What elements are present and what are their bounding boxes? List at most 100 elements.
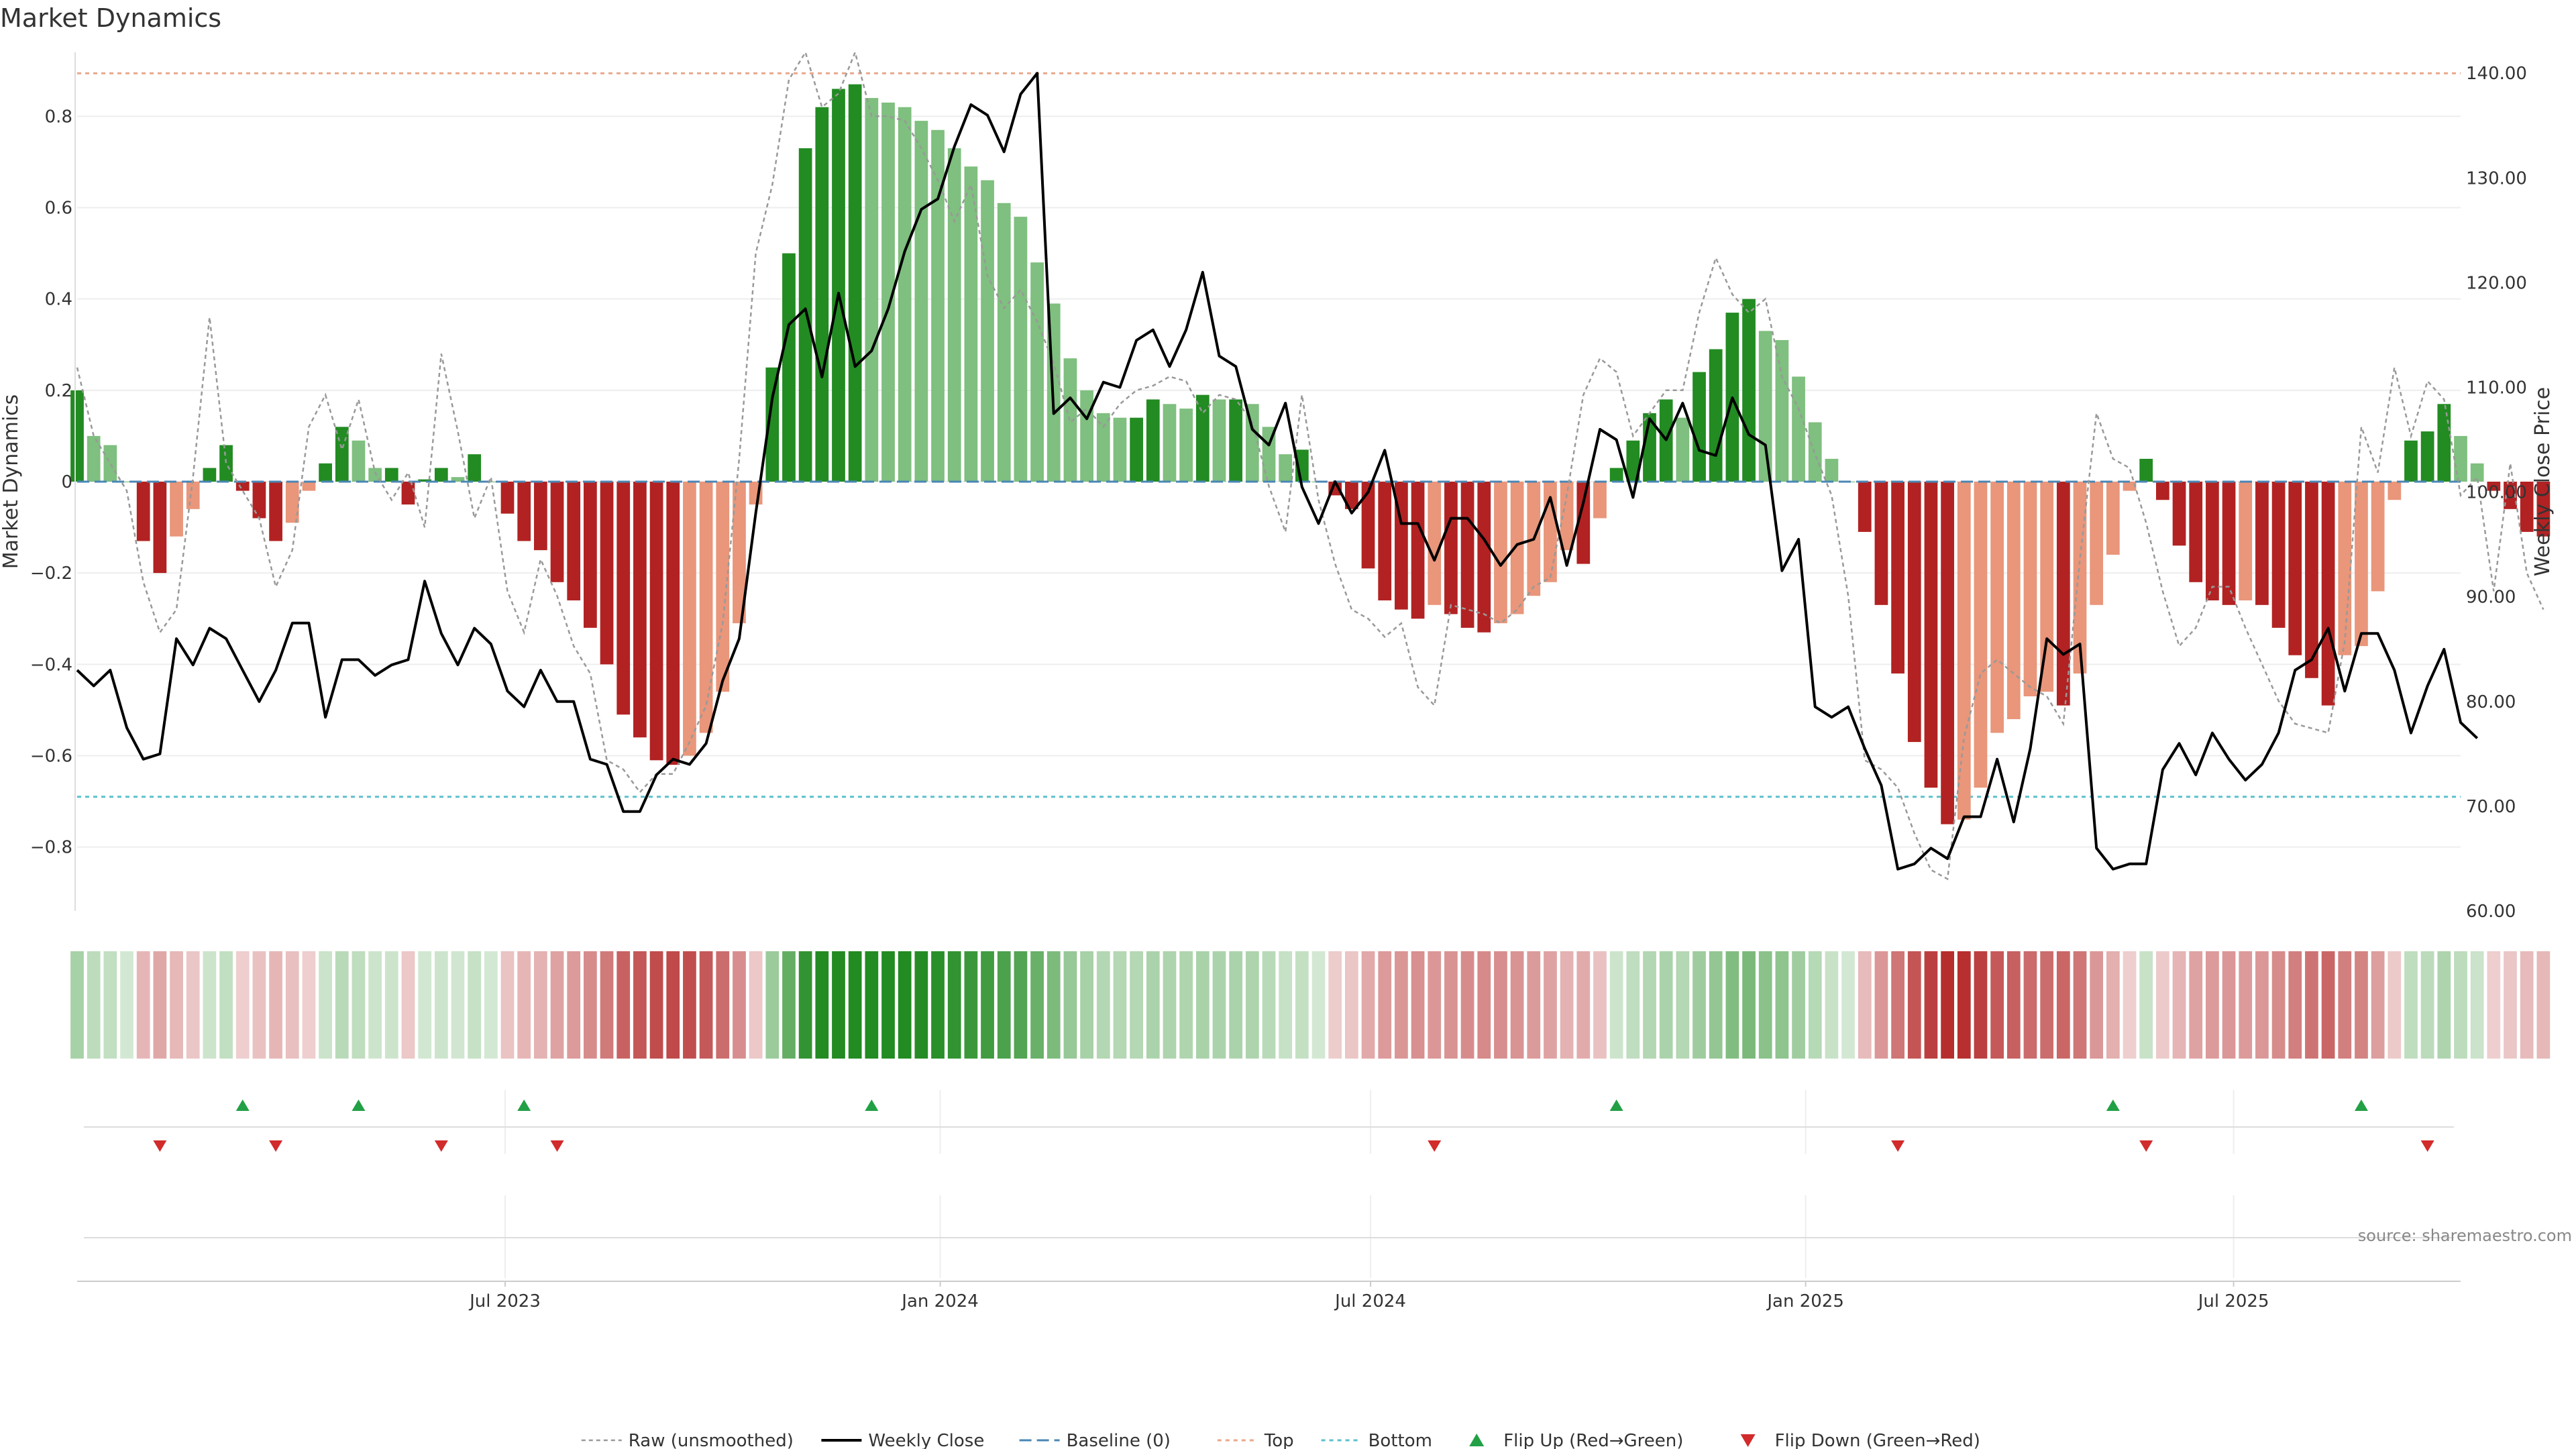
- regime-cell: [2222, 951, 2236, 1059]
- regime-cell: [1841, 951, 1855, 1059]
- regime-cell: [716, 951, 730, 1059]
- regime-cell: [1113, 951, 1127, 1059]
- y-tick-label: 0: [61, 472, 72, 492]
- regime-cell: [2487, 951, 2501, 1059]
- momentum-bar: [2321, 482, 2335, 706]
- regime-cell: [815, 951, 829, 1059]
- momentum-bar: [434, 468, 448, 482]
- regime-strip: [70, 951, 2551, 1059]
- regime-cell: [2056, 951, 2070, 1059]
- regime-cell: [418, 951, 432, 1059]
- regime-cell: [1096, 951, 1110, 1059]
- regime-cell: [1891, 951, 1904, 1059]
- regime-cell: [1974, 951, 1988, 1059]
- momentum-bar: [1576, 482, 1591, 564]
- regime-cell: [2189, 951, 2203, 1059]
- regime-cell: [70, 951, 84, 1059]
- regime-cell: [2437, 951, 2451, 1059]
- momentum-bar: [186, 482, 200, 509]
- momentum-bar: [981, 180, 994, 482]
- flip-up-marker: [1609, 1099, 1623, 1111]
- regime-cell: [765, 951, 780, 1059]
- legend: Raw (unsmoothed) Weekly Close Baseline (0)…: [581, 1431, 1980, 1449]
- regime-cell: [136, 951, 150, 1059]
- momentum-bar: [533, 482, 547, 551]
- legend-item-baseline: Baseline (0): [1019, 1431, 1171, 1449]
- regime-cell: [153, 951, 167, 1059]
- regime-cell: [2090, 951, 2104, 1059]
- regime-cell: [533, 951, 547, 1059]
- momentum-bar: [2239, 482, 2253, 601]
- momentum-bar: [2520, 482, 2534, 532]
- legend-label: Bottom: [1368, 1431, 1432, 1449]
- regime-cell: [1792, 951, 1805, 1059]
- momentum-bar: [2487, 482, 2501, 491]
- regime-cell: [1030, 951, 1044, 1059]
- momentum-bar: [1428, 482, 1442, 605]
- regime-cell: [865, 951, 879, 1059]
- momentum-bar: [1195, 394, 1210, 482]
- flip-up-marker: [2106, 1099, 2120, 1111]
- momentum-bar: [1891, 482, 1904, 674]
- regime-cell: [1626, 951, 1640, 1059]
- regime-cell: [2470, 951, 2484, 1059]
- regime-cell: [1758, 951, 1772, 1059]
- regime-cell: [219, 951, 233, 1059]
- momentum-bar: [285, 482, 299, 523]
- regime-cell: [1063, 951, 1077, 1059]
- legend-item-raw: Raw (unsmoothed): [581, 1431, 794, 1449]
- flip-up-marker: [352, 1099, 366, 1111]
- momentum-bar: [2156, 482, 2169, 500]
- momentum-bar: [252, 482, 266, 519]
- momentum-bar: [1792, 376, 1805, 482]
- price-lines: [76, 50, 2544, 881]
- regime-cell: [1378, 951, 1392, 1059]
- legend-label: Weekly Close: [868, 1431, 984, 1449]
- regime-cell: [2321, 951, 2335, 1059]
- momentum-bar: [1924, 482, 1938, 788]
- momentum-bar: [468, 454, 482, 482]
- momentum-bar: [1510, 482, 1524, 614]
- momentum-bar: [1990, 482, 2004, 733]
- y2-tick-label: 140.00: [2466, 64, 2527, 84]
- momentum-bar: [2023, 482, 2037, 696]
- regime-cell: [1080, 951, 1093, 1059]
- flip-down-marker: [1428, 1140, 1442, 1152]
- y2-tick-label: 110.00: [2466, 378, 2527, 398]
- regime-cell: [997, 951, 1011, 1059]
- y-tick-label: 0.6: [45, 198, 72, 218]
- momentum-bar: [832, 89, 845, 482]
- regime-cell: [186, 951, 200, 1059]
- momentum-bar: [2073, 482, 2087, 674]
- momentum-bar: [1742, 299, 1756, 482]
- regime-cell: [1328, 951, 1342, 1059]
- momentum-bar: [1874, 482, 1888, 605]
- momentum-bar: [1676, 417, 1690, 482]
- momentum-bar: [2338, 482, 2352, 655]
- y2-tick-label: 120.00: [2466, 273, 2527, 293]
- regime-cell: [1212, 951, 1226, 1059]
- momentum-bar: [1279, 454, 1293, 482]
- momentum-bar: [716, 482, 730, 692]
- momentum-bar: [947, 148, 961, 482]
- momentum-bar: [1758, 331, 1772, 482]
- momentum-bar: [335, 427, 349, 482]
- momentum-bar: [2437, 404, 2451, 482]
- regime-cell: [699, 951, 713, 1059]
- regime-cell: [798, 951, 812, 1059]
- y-tick-label: 0.8: [45, 107, 72, 127]
- regime-cell: [1428, 951, 1442, 1059]
- momentum-bar: [1361, 482, 1375, 569]
- legend-item-flip-down: Flip Down (Green→Red): [1740, 1431, 1980, 1449]
- regime-cell: [848, 951, 862, 1059]
- regime-cell: [302, 951, 316, 1059]
- momentum-bar: [319, 463, 332, 482]
- momentum-bar: [2139, 458, 2153, 482]
- momentum-bar: [914, 121, 928, 482]
- regime-cell: [1593, 951, 1607, 1059]
- momentum-bar: [2255, 482, 2269, 605]
- legend-label: Flip Down (Green→Red): [1775, 1431, 1980, 1449]
- regime-cell: [931, 951, 945, 1059]
- regime-cell: [1676, 951, 1690, 1059]
